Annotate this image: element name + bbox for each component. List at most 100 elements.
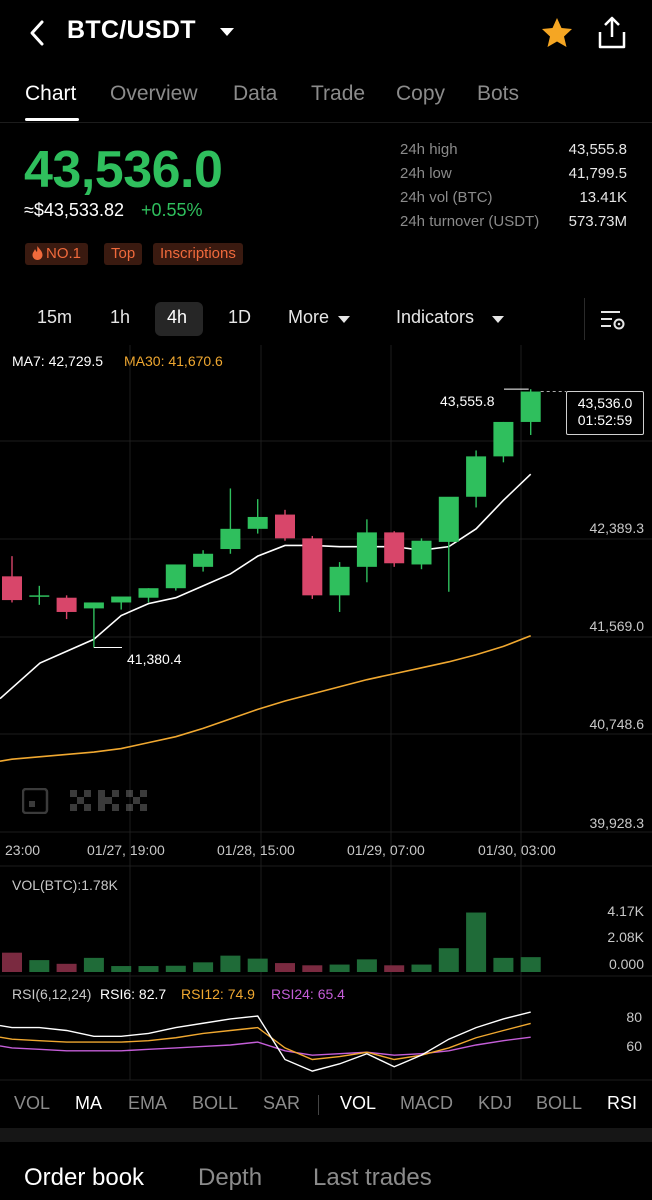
candle-body [56,597,77,612]
indicators-dropdown[interactable]: Indicators [396,307,475,327]
ma30-label: MA30: 41,670.6 [124,353,223,369]
indicator-sub-macd[interactable]: MACD [400,1093,453,1113]
time-tick: 01/29, 07:00 [347,842,425,858]
rsi-tick: 60 [626,1038,642,1054]
time-tick: 01/30, 03:00 [478,842,556,858]
rsi-lines [0,1011,531,1072]
price-change: +0.55% [141,200,203,220]
candle-countdown: 01:52:59 [577,412,633,428]
price-tick: 39,928.3 [589,815,645,831]
rank-badge[interactable]: NO.1 [25,243,89,265]
candle-body [165,564,186,589]
top-badge[interactable]: Top [104,243,143,265]
volume-bar [466,912,487,972]
price-tick: 41,569.0 [589,618,645,634]
candle-body [138,588,159,598]
candle-body [356,532,377,567]
inscriptions-badge[interactable]: Inscriptions [153,243,243,265]
timeframe-1h[interactable]: 1h [110,307,131,327]
volume-tick: 4.17K [607,903,644,919]
stat-label-high: 24h high [400,141,458,158]
pair-title[interactable]: BTC/USDT [67,16,196,44]
indicator-sub-boll[interactable]: BOLL [536,1093,583,1113]
current-price-box: 43,536.0 01:52:59 [566,391,644,435]
current-price-label: 43,536.0 [577,395,633,411]
rank-badge-label: NO.1 [46,245,82,262]
tab-bots[interactable]: Bots [477,82,520,105]
star-icon[interactable] [540,16,574,50]
tab-data[interactable]: Data [233,82,278,105]
rsi12-polyline [0,1022,531,1061]
indicator-divider [318,1095,319,1115]
pair-dropdown-chevron-icon[interactable] [220,28,234,36]
time-tick: 23:00 [5,842,41,858]
stat-value-high: 43,555.8 [568,141,627,158]
indicator-sub-vol[interactable]: VOL [340,1093,377,1113]
volume-bar [165,965,186,972]
volume-bar [138,966,159,972]
stat-value-low: 41,799.5 [568,165,627,182]
timeframe-4h[interactable]: 4h [167,307,188,327]
timeframe-more[interactable]: More [288,307,330,327]
toolbar-divider [584,298,585,340]
rsi-tick: 80 [626,1009,642,1025]
volume-bar [111,966,132,972]
timeframe-15m[interactable]: 15m [37,307,73,327]
active-tab-indicator [25,118,79,121]
tab-order-book[interactable]: Order book [24,1164,145,1191]
volume-bar [302,965,323,972]
candle-body [193,553,214,567]
fire-icon [32,246,43,260]
indicator-main-boll[interactable]: BOLL [192,1093,239,1113]
volume-bar [29,960,50,972]
candle-body [466,456,487,497]
volume-bar [193,962,214,972]
rsi24-label: RSI24: 65.4 [271,986,345,1002]
indicator-main-sar[interactable]: SAR [263,1093,301,1113]
okx-logo-icon [21,787,147,815]
candle-body [411,540,432,565]
tab-last-trades[interactable]: Last trades [313,1164,432,1191]
volume-bar [438,948,459,972]
indicator-sub-rsi[interactable]: RSI [607,1093,638,1113]
share-icon[interactable] [596,16,628,50]
indicator-sub-kdj[interactable]: KDJ [478,1093,513,1113]
chart-settings-icon[interactable] [600,308,628,332]
ma30-line [0,634,531,763]
indicator-main-vol[interactable]: VOL [14,1093,51,1113]
tab-trade[interactable]: Trade [311,82,366,105]
indicators-chevron-icon [492,316,504,323]
volume-tick: 2.08K [607,929,644,945]
chart-grid [0,345,652,1081]
volume-bar [329,964,350,972]
tab-copy[interactable]: Copy [396,82,446,105]
price-tick: 42,389.3 [589,520,645,536]
volume-bar [275,963,295,972]
indicator-main-ema[interactable]: EMA [128,1093,168,1113]
tab-chart[interactable]: Chart [25,82,77,105]
volume-bars [2,912,541,972]
time-tick: 01/28, 15:00 [217,842,295,858]
candle-body [275,514,295,539]
main-tabs: Chart Overview Data Trade Copy Bots [0,80,652,123]
chart-annotations [93,388,566,649]
candle-body [302,538,323,596]
candle-body [329,566,350,596]
volume-bar [2,952,22,972]
okx-watermark [21,787,154,819]
indicator-main-ma[interactable]: MA [75,1093,102,1113]
ma30-polyline [0,634,531,763]
back-arrow-icon[interactable] [22,18,52,48]
stat-label-turnover: 24h turnover (USDT) [400,213,540,230]
time-tick: 01/27, 19:00 [87,842,165,858]
timeframe-1d[interactable]: 1D [228,307,252,327]
last-price: 43,536.0 [24,141,223,199]
candle-body [247,516,268,529]
tab-overview[interactable]: Overview [110,82,198,105]
candle-body [111,596,132,603]
volume-tick: 0.000 [608,956,644,972]
rsi24-polyline [0,1036,531,1056]
tab-depth[interactable]: Depth [198,1164,263,1191]
price-tick: 40,748.6 [589,716,645,732]
candlestick-chart[interactable] [0,340,652,1085]
